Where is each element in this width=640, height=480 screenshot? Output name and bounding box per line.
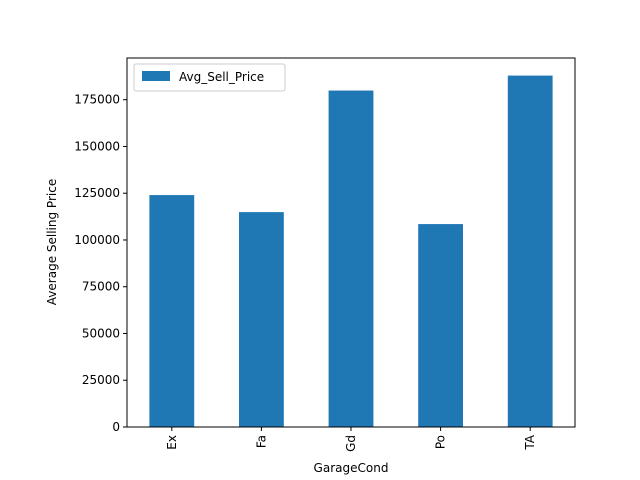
bar-gd [328,90,374,427]
y-axis-ticks: 0 25000 50000 75000 100000 125000 150000 175000 [74,93,127,434]
legend-label: Avg_Sell_Price [179,70,264,84]
x-axis-ticks: Ex Fa Gd Po TA [165,427,537,452]
y-tick-label: 125000 [74,186,120,200]
x-axis-label: GarageCond [314,461,389,475]
y-tick-label: 50000 [82,326,120,340]
bar-fa [239,212,284,427]
legend-frame [133,63,286,92]
x-tick-label: Gd [344,435,358,452]
legend: Avg_Sell_Price [133,63,286,92]
y-tick-label: 175000 [74,93,120,107]
x-tick-label: Ex [165,435,179,450]
y-tick-label: 100000 [74,233,120,247]
bar-ex [149,195,195,427]
y-tick-label: 0 [112,420,120,434]
bar-ta [507,75,553,428]
bars-group [149,75,553,428]
bar-po [418,224,463,427]
x-tick-label: TA [523,434,537,450]
x-tick-label: Po [434,435,448,449]
plot-area-frame [126,57,576,428]
y-axis-label: Average Selling Price [45,179,59,305]
legend-swatch [142,71,170,81]
x-tick-label: Fa [254,435,268,448]
y-tick-label: 75000 [82,280,120,294]
y-tick-label: 150000 [74,139,120,153]
y-tick-label: 25000 [82,373,120,387]
